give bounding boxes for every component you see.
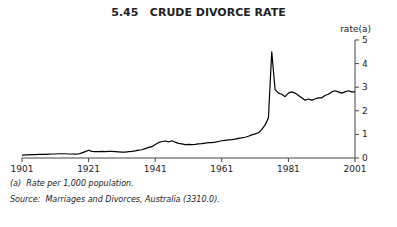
chart: 5.45 CRUDE DIVORCE RATE 1901 1921 1941 1961 1…: [0, 0, 397, 227]
title: 5.45 CRUDE DIVORCE RATE: [111, 6, 286, 19]
y-tick-label: 1: [362, 129, 368, 139]
y-tick: [355, 110, 359, 111]
y-tick-label: 0: [362, 153, 368, 163]
y-tick-label: 3: [362, 82, 368, 92]
y-tick-label: 4: [362, 59, 368, 69]
x-tick-label: 1981: [277, 164, 300, 174]
x-tick: [155, 158, 156, 162]
x-tick-label: 1921: [77, 164, 100, 174]
y-tick: [355, 87, 359, 88]
rate-line: [22, 52, 355, 155]
x-tick: [221, 158, 222, 162]
x-tick: [22, 158, 23, 162]
x-axis: [22, 158, 355, 159]
y-axis-label: rate(a): [340, 24, 371, 34]
plot-area: [22, 52, 355, 155]
x-tick: [288, 158, 289, 162]
y-tick-label: 5: [362, 35, 368, 45]
x-tick: [88, 158, 89, 162]
x-tick-label: 1941: [144, 164, 167, 174]
x-tick-label: 1961: [210, 164, 233, 174]
y-axis: [355, 40, 356, 158]
y-tick-label: 2: [362, 106, 368, 116]
footnote: Source: Marriages and Divorces, Australi…: [10, 195, 220, 204]
y-tick: [355, 63, 359, 64]
x-tick: [355, 158, 356, 162]
x-tick-label: 2001: [344, 164, 367, 174]
y-tick: [355, 158, 359, 159]
x-tick-label: 1901: [11, 164, 34, 174]
y-tick: [355, 134, 359, 135]
footnote: (a) Rate per 1,000 population.: [10, 179, 134, 188]
y-tick: [355, 40, 359, 41]
